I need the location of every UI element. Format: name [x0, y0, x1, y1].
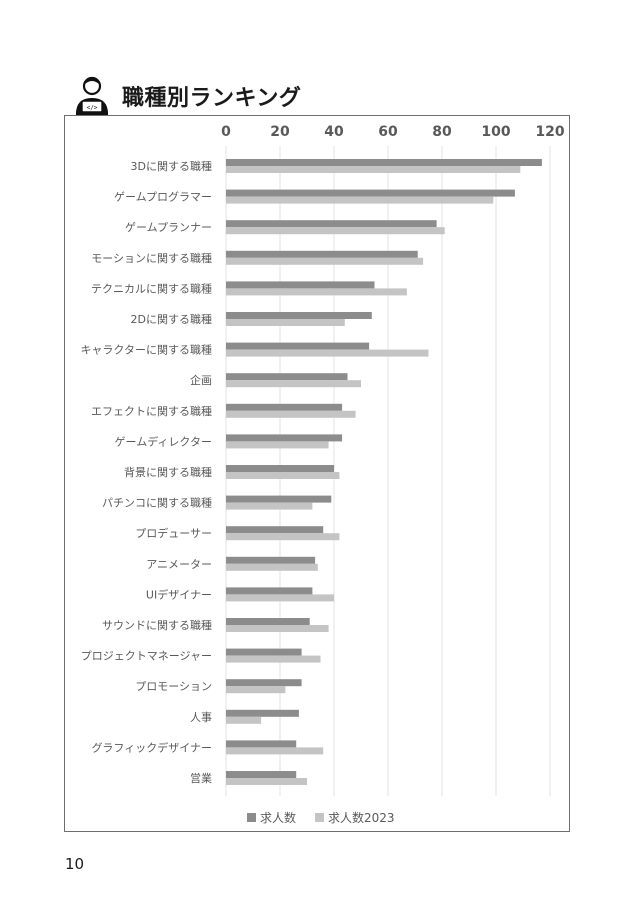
bar-series-1 — [226, 556, 316, 564]
bar-series-2 — [226, 166, 521, 173]
bar-chart: 0 20 40 60 80 100 120 3Dに関する職種ゲームプログラマーゲームプランナ… — [80, 124, 565, 825]
bar-series-2 — [226, 686, 286, 694]
bar-series-2 — [226, 563, 318, 571]
category-label: モーションに関する職種 — [91, 251, 212, 265]
category-label: サウンドに関する職種 — [102, 618, 212, 632]
bar-series-2 — [226, 319, 345, 326]
legend-label-series-1: 求人数 — [260, 810, 296, 825]
category-label: ゲームディレクター — [115, 434, 212, 448]
category-label: 背景に関する職種 — [124, 465, 212, 479]
category-label: グラフィックデザイナー — [91, 740, 212, 754]
category-label: アニメーター — [146, 558, 212, 571]
x-tick-label: 40 — [324, 124, 344, 140]
programmer-person-icon: </> — [76, 76, 108, 115]
category-label: 3Dに関する職種 — [131, 159, 212, 173]
legend-swatch-series-2 — [315, 813, 324, 822]
bar-series-1 — [226, 220, 437, 228]
category-label: 人事 — [190, 711, 212, 724]
bar-series-1 — [226, 342, 370, 350]
bar-series-2 — [226, 625, 329, 632]
bar-series-2 — [226, 288, 407, 296]
category-label: パチンコに関する職種 — [102, 496, 212, 510]
bar-series-1 — [226, 587, 313, 595]
x-tick-label: 20 — [270, 124, 290, 140]
bar-series-2 — [226, 380, 361, 388]
category-label: プロジェクトマネージャー — [81, 650, 212, 663]
legend: 求人数 求人数2023 — [247, 810, 395, 825]
category-label: プロモーション — [135, 680, 212, 693]
bar-series-2 — [226, 533, 340, 541]
bar-series-1 — [226, 281, 375, 289]
bar-series-1 — [226, 373, 348, 381]
bar-series-2 — [226, 472, 340, 479]
category-label: プロデューサー — [135, 526, 212, 540]
bar-series-2 — [226, 410, 356, 418]
bar-series-2 — [226, 196, 494, 204]
chart-frame: 0 20 40 60 80 100 120 3Dに関する職種ゲームプログラマーゲームプランナ… — [64, 115, 570, 832]
bar-series-2 — [226, 655, 321, 663]
category-label: UIデザイナー — [146, 587, 212, 601]
x-tick-label: 100 — [481, 124, 510, 140]
page-number: 10 — [65, 855, 85, 873]
bar-series-1 — [226, 312, 372, 319]
bar-series-2 — [226, 227, 445, 235]
category-label: エフェクトに関する職種 — [91, 404, 212, 418]
bar-series-1 — [226, 618, 310, 625]
bars — [226, 159, 542, 785]
bar-series-1 — [226, 526, 324, 534]
bar-series-1 — [226, 465, 334, 472]
bar-series-1 — [226, 495, 332, 503]
legend-label-series-2: 求人数2023 — [328, 810, 395, 825]
svg-text:</>: </> — [87, 105, 98, 112]
page-title: 職種別ランキング — [122, 86, 302, 111]
bar-series-1 — [226, 648, 302, 656]
bar-series-1 — [226, 740, 297, 748]
bar-series-2 — [226, 716, 262, 724]
category-label: ゲームプログラマー — [114, 190, 212, 204]
bar-series-1 — [226, 159, 542, 166]
bar-series-2 — [226, 778, 307, 785]
bar-series-1 — [226, 709, 299, 717]
legend-swatch-series-1 — [247, 813, 256, 822]
bar-series-1 — [226, 403, 343, 411]
bar-series-1 — [226, 434, 343, 442]
category-label: 営業 — [190, 771, 212, 785]
bar-series-2 — [226, 502, 313, 510]
page-heading: </> 職種別ランキング — [70, 74, 570, 118]
bar-series-1 — [226, 771, 297, 778]
x-tick-label: 120 — [535, 124, 564, 140]
category-label: 2Dに関する職種 — [131, 312, 212, 326]
bar-series-2 — [226, 747, 324, 755]
bar-series-2 — [226, 257, 424, 265]
category-label: キャラクターに関する職種 — [80, 343, 212, 357]
x-tick-label: 60 — [378, 124, 398, 140]
x-tick-label: 80 — [432, 124, 452, 140]
x-tick-label: 0 — [221, 124, 231, 140]
bar-series-1 — [226, 189, 515, 197]
category-label: ゲームプランナー — [125, 221, 212, 234]
bar-series-2 — [226, 441, 329, 449]
category-label: テクニカルに関する職種 — [91, 281, 212, 295]
bar-series-1 — [226, 679, 302, 687]
bar-series-2 — [226, 349, 429, 357]
bar-series-2 — [226, 594, 334, 602]
bar-series-1 — [226, 250, 418, 258]
x-axis-ticks: 0 20 40 60 80 100 120 — [221, 124, 565, 140]
category-label: 企画 — [190, 373, 212, 387]
category-labels: 3Dに関する職種ゲームプログラマーゲームプランナーモーションに関する職種テクニカ… — [80, 159, 212, 785]
